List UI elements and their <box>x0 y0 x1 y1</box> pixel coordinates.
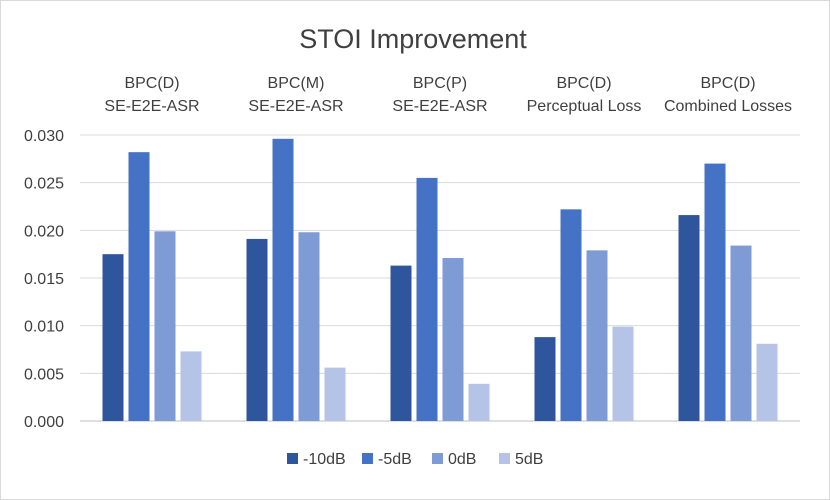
group-label: Perceptual Loss <box>527 98 642 115</box>
bar-5dB <box>416 177 438 421</box>
legend-label: 0dB <box>448 451 476 468</box>
bar-5dB <box>612 326 634 421</box>
bar-5dB <box>128 152 150 421</box>
y-tick-label: 0.005 <box>24 366 64 383</box>
group-label: BPC(D) <box>124 75 179 92</box>
bar-10dB <box>534 337 556 421</box>
group-label: Combined Losses <box>664 98 792 115</box>
y-tick-label: 0.010 <box>24 319 64 336</box>
legend-label: 5dB <box>515 451 543 468</box>
group-label: BPC(P) <box>413 75 467 92</box>
bar-0dB <box>442 257 464 421</box>
bar-5dB <box>756 343 778 421</box>
bar-5dB <box>704 163 726 421</box>
bar-5dB <box>180 351 202 421</box>
group-label: BPC(M) <box>268 75 325 92</box>
bar-0dB <box>298 232 320 421</box>
legend: -10dB -5dB 0dB 5dB <box>287 451 543 468</box>
bar-10dB <box>102 254 124 421</box>
bar-5dB <box>324 367 346 421</box>
group-label: SE-E2E-ASR <box>248 98 343 115</box>
legend-swatch <box>499 453 510 464</box>
group-label: SE-E2E-ASR <box>392 98 487 115</box>
group-labels: BPC(D) SE-E2E-ASR BPC(M) SE-E2E-ASR BPC(P) SE… <box>104 75 792 115</box>
legend-swatch <box>287 453 298 464</box>
bar-0dB <box>154 231 176 421</box>
bar-5dB <box>560 209 582 421</box>
y-axis-ticks: 0.000 0.005 0.010 0.015 0.020 0.025 0.030 <box>24 128 64 431</box>
bar-10dB <box>390 265 412 421</box>
y-tick-label: 0.000 <box>24 414 64 431</box>
chart-title: STOI Improvement <box>299 24 527 54</box>
bars <box>102 138 778 421</box>
group-label: BPC(D) <box>700 75 755 92</box>
y-tick-label: 0.015 <box>24 271 64 288</box>
legend-swatch <box>362 453 373 464</box>
legend-swatch <box>432 453 443 464</box>
legend-label: -5dB <box>378 451 412 468</box>
y-tick-label: 0.020 <box>24 223 64 240</box>
bar-10dB <box>678 215 700 421</box>
bar-0dB <box>586 250 608 421</box>
y-tick-label: 0.025 <box>24 176 64 193</box>
group-label: SE-E2E-ASR <box>104 98 199 115</box>
bar-0dB <box>730 245 752 421</box>
bar-5dB <box>272 138 294 421</box>
bar-5dB <box>468 383 490 421</box>
bar-10dB <box>246 238 268 421</box>
y-tick-label: 0.030 <box>24 128 64 145</box>
legend-label: -10dB <box>303 451 346 468</box>
group-label: BPC(D) <box>556 75 611 92</box>
